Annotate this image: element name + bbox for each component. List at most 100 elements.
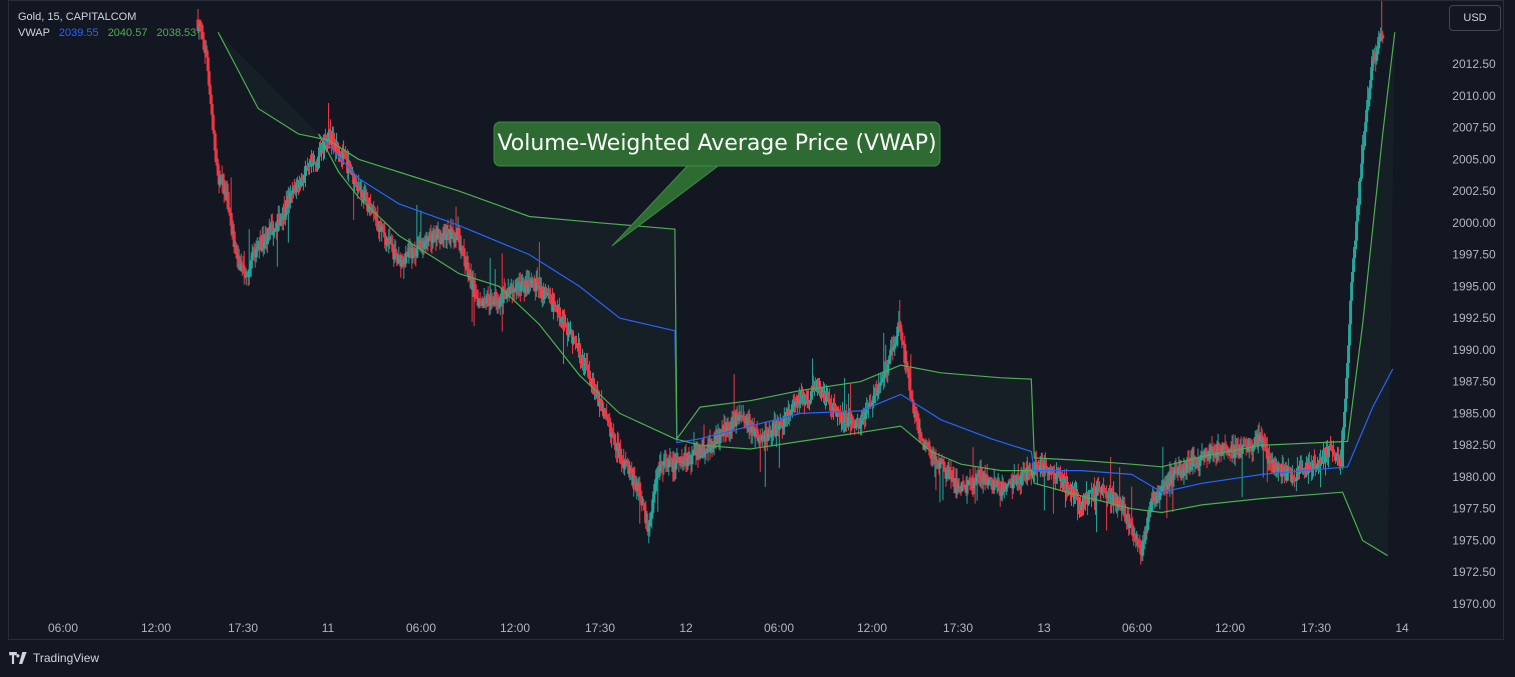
candle-body: [486, 293, 490, 298]
candle-body: [1194, 458, 1198, 464]
candle-body: [993, 479, 997, 481]
candle-body: [731, 416, 735, 429]
candle-body: [768, 430, 772, 437]
candle-body: [1320, 457, 1324, 464]
candle-body: [1312, 460, 1316, 464]
candle-body: [873, 393, 877, 396]
candle-body: [598, 401, 602, 406]
candle-body: [1052, 474, 1056, 477]
candle-body: [735, 412, 739, 415]
candle-body: [605, 416, 609, 420]
candle-body: [1066, 484, 1070, 494]
candle-body: [510, 285, 514, 293]
candle-body: [1051, 472, 1055, 475]
candle-body: [514, 288, 518, 291]
time-axis[interactable]: 06:00 12:00 17:30 11 06:00 12:00 17:30 12 06:00 1…: [48, 621, 1409, 635]
candle-body: [1025, 466, 1029, 480]
candle-body: [886, 364, 890, 374]
candle-body: [989, 477, 993, 480]
candle-body: [363, 193, 367, 202]
candle-body: [896, 326, 900, 337]
candle-body: [742, 415, 746, 422]
candle-body: [316, 156, 320, 163]
candle-body: [1093, 487, 1097, 501]
candle-body: [660, 461, 664, 465]
candle-body: [1170, 470, 1174, 483]
candle-body: [853, 420, 857, 429]
candle-body: [1016, 474, 1020, 481]
candle-body: [986, 480, 990, 486]
candle-body: [200, 31, 204, 33]
candle-body: [662, 461, 666, 466]
candle-body: [1359, 178, 1363, 182]
candle-body: [608, 421, 612, 423]
candle-body: [1258, 434, 1262, 442]
candle-body: [376, 220, 380, 230]
candle-body: [764, 430, 768, 436]
candle-body: [676, 456, 680, 461]
candle-body: [614, 445, 618, 450]
annotation-callout: [493, 121, 941, 247]
candle-body: [893, 344, 897, 347]
candle-body: [1213, 451, 1217, 454]
candle-body: [460, 245, 464, 248]
price-axis[interactable]: 2012.50 2010.00 2007.50 2005.00 2002.50 2000.…: [1452, 57, 1496, 611]
x-tick-label: 17:30: [585, 621, 615, 635]
candle-body: [638, 482, 642, 497]
candle-body: [674, 463, 678, 470]
candle-body: [344, 153, 348, 159]
candle-body: [594, 390, 598, 395]
candle-body: [201, 32, 205, 40]
candle-body: [1315, 466, 1319, 468]
candle-body: [1313, 463, 1317, 469]
candle-body: [1033, 461, 1037, 471]
candle-body: [380, 227, 384, 231]
candle-body: [519, 284, 523, 292]
candle-body: [592, 378, 596, 395]
candle-body: [282, 207, 286, 217]
candle-body: [845, 412, 849, 425]
y-tick-label: 2012.50: [1452, 57, 1496, 71]
candle-body: [429, 233, 433, 241]
candle-body: [1309, 465, 1313, 472]
candle-body: [869, 402, 873, 404]
candle-body: [1251, 445, 1255, 452]
candle-body: [808, 399, 812, 401]
candle-body: [375, 219, 379, 221]
candle-body: [898, 322, 902, 329]
indicator-row[interactable]: VWAP 2039.55 2040.57 2038.53: [18, 25, 196, 41]
currency-button[interactable]: USD: [1449, 5, 1501, 31]
candle-body: [208, 85, 212, 95]
candle-body: [658, 464, 662, 471]
candle-body: [953, 486, 957, 488]
candle-body: [1143, 539, 1147, 541]
candle-body: [227, 207, 231, 212]
candle-body: [1036, 465, 1040, 468]
candle-body: [1323, 451, 1327, 463]
candle-body: [1220, 444, 1224, 456]
candle-body: [732, 416, 736, 422]
candle-body: [513, 290, 517, 292]
candle-body: [455, 237, 459, 240]
candle-body: [1019, 475, 1023, 485]
candle-body: [366, 197, 370, 212]
candle-body: [1149, 501, 1153, 513]
symbol-row[interactable]: Gold, 15, CAPITALCOM: [18, 9, 196, 25]
candle-body: [912, 402, 916, 414]
y-tick-label: 1975.00: [1452, 533, 1496, 547]
candle-body: [789, 412, 793, 414]
candle-body: [639, 496, 643, 498]
candle-body: [766, 433, 770, 441]
candle-body: [652, 494, 656, 500]
candle-body: [647, 526, 651, 532]
y-tick-label: 1990.00: [1452, 343, 1496, 357]
candle-body: [790, 404, 794, 413]
candle-body: [1026, 466, 1030, 470]
tradingview-logo[interactable]: TradingView: [9, 651, 99, 665]
candle-body: [557, 307, 561, 317]
candle-body: [958, 486, 962, 492]
candle-body: [965, 484, 969, 493]
candle-body: [304, 165, 308, 171]
